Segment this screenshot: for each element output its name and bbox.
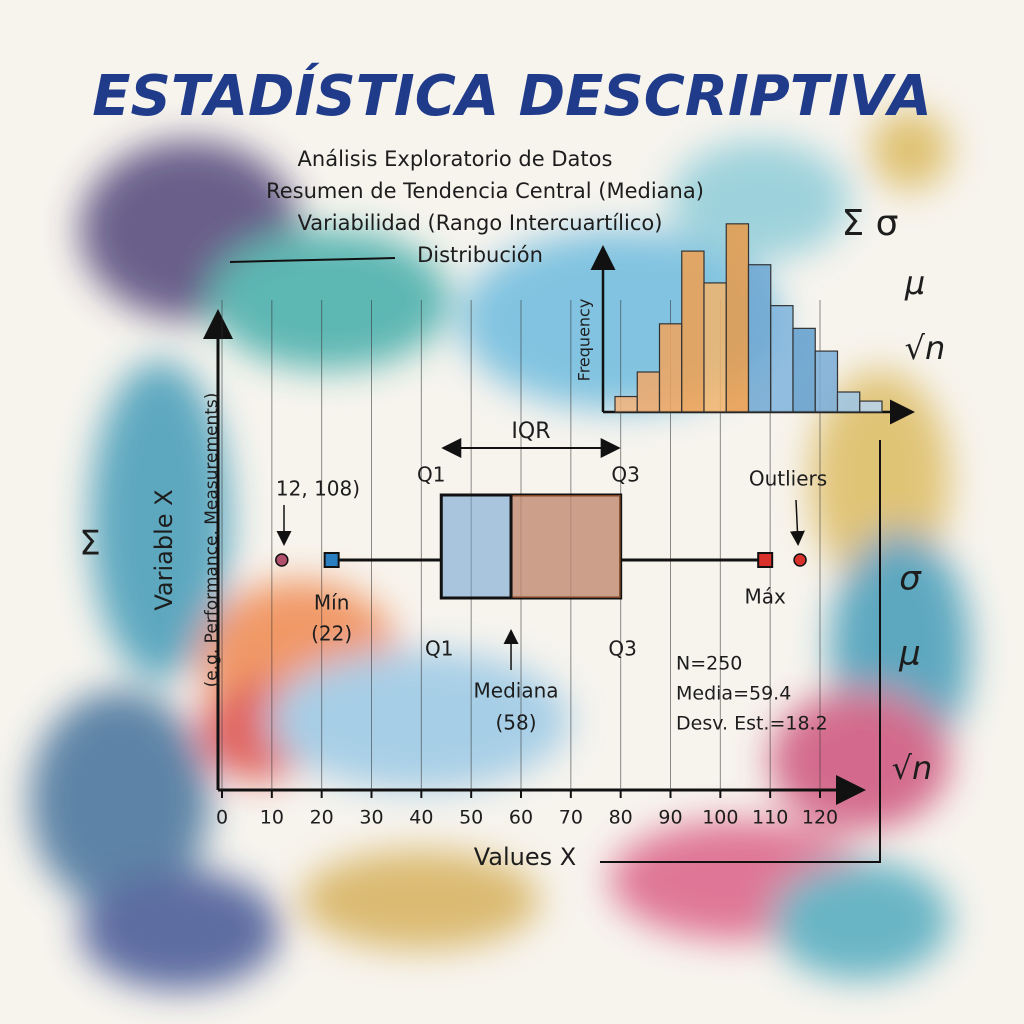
median-value-label: (58): [496, 711, 537, 735]
x-tick-label: 60: [509, 807, 533, 829]
q3-label: Q3: [608, 637, 636, 661]
max-marker: [757, 552, 774, 568]
bullet-text: Resumen de Tendencia Central (Mediana): [266, 179, 704, 203]
symbol: Σ: [79, 524, 100, 564]
x-tick-label: 90: [658, 807, 682, 829]
summary-text: N=250: [676, 653, 742, 675]
outlier-note: 12, 108): [276, 477, 360, 501]
frame-line: [600, 440, 881, 863]
x-tick-label: 20: [310, 807, 334, 829]
pointer-line: [229, 257, 396, 263]
x-tick-label: 0: [216, 807, 228, 829]
x-tick-label: 80: [609, 807, 633, 829]
x-tick-label: 100: [702, 807, 738, 829]
summary-text: Desv. Est.=18.2: [676, 713, 828, 735]
x-axis-label: Values X: [474, 843, 576, 871]
box-tint: [511, 495, 621, 598]
symbol: μ: [898, 634, 921, 674]
min-value-label: (22): [311, 622, 352, 646]
q1-label: Q1: [417, 463, 445, 487]
symbol: μ: [904, 264, 925, 302]
symbol: Σ σ: [841, 203, 898, 244]
hist-y-label: Frequency: [575, 299, 594, 382]
x-tick-label: 10: [260, 807, 284, 829]
min-marker: [323, 552, 340, 568]
q1-label: Q1: [425, 637, 453, 661]
title: ESTADÍSTICA DESCRIPTIVA: [92, 63, 931, 129]
median-label: Mediana: [474, 679, 559, 703]
hist-bar: [725, 223, 750, 413]
hist-bar: [859, 400, 883, 413]
hist-bar: [636, 371, 661, 413]
summary-text: Media=59.4: [676, 683, 791, 705]
hist-bar: [658, 323, 683, 413]
hist-bar: [770, 305, 794, 413]
symbol: √n: [892, 749, 933, 787]
y-axis-sublabel: (e.g. Performance, Measurements): [202, 393, 222, 688]
min-label: Mín: [314, 591, 350, 615]
bullet-text: Variabilidad (Rango Intercuartílico): [298, 211, 663, 235]
hist-bar: [814, 350, 839, 413]
x-tick-label: 70: [559, 807, 583, 829]
outliers-label: Outliers: [749, 467, 827, 491]
x-tick-label: 40: [409, 807, 433, 829]
bullet-text: Análisis Exploratorio de Datos: [298, 147, 613, 171]
hist-bar: [836, 391, 861, 413]
symbol: σ: [899, 559, 922, 599]
outlier: [275, 553, 289, 567]
x-tick-label: 50: [459, 807, 483, 829]
hist-bar: [792, 327, 816, 413]
pointer: [789, 499, 805, 546]
symbol: √n: [905, 329, 946, 367]
hist-bar: [747, 264, 772, 413]
iqr-label: IQR: [511, 419, 550, 444]
bullet-text: Distribución: [417, 243, 543, 267]
x-tick-label: 110: [752, 807, 788, 829]
outlier: [793, 553, 807, 567]
x-tick-label: 30: [359, 807, 383, 829]
x-tick-label: 120: [802, 807, 838, 829]
q3-label: Q3: [611, 463, 639, 487]
max-label: Máx: [745, 585, 787, 609]
y-axis-label: Variable X: [150, 489, 178, 610]
hist-bar: [681, 250, 705, 413]
hist-bar: [614, 395, 638, 413]
hist-bar: [703, 282, 727, 413]
